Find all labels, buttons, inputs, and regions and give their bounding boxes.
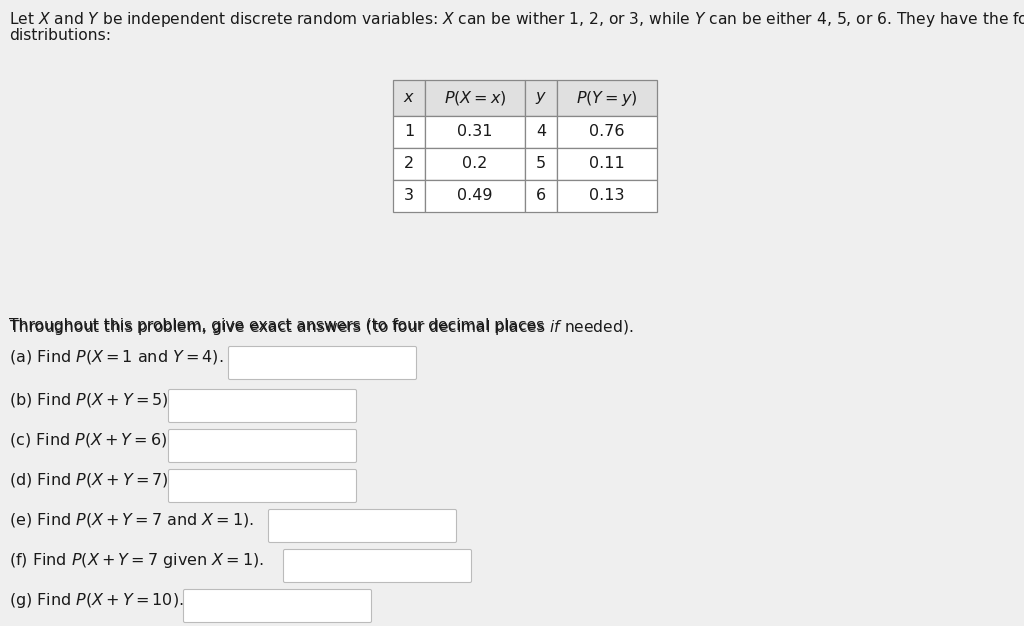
- Text: 0.11: 0.11: [589, 156, 625, 172]
- Text: 0.31: 0.31: [458, 125, 493, 140]
- Bar: [393, 180, 425, 212]
- Bar: [525, 148, 557, 180]
- Text: $P(X = x)$: $P(X = x)$: [443, 89, 507, 107]
- Text: 2: 2: [403, 156, 414, 172]
- FancyBboxPatch shape: [228, 347, 417, 379]
- Bar: [393, 148, 425, 180]
- Bar: [557, 80, 657, 116]
- FancyBboxPatch shape: [169, 389, 356, 423]
- Text: Let $X$ and $Y$ be independent discrete random variables: $X$ can be wither 1, 2: Let $X$ and $Y$ be independent discrete …: [9, 10, 1024, 29]
- Text: Throughout this problem, give exact answers (to four decimal places $\it{if}$ ne: Throughout this problem, give exact answ…: [9, 318, 634, 337]
- Text: $x$: $x$: [403, 91, 415, 106]
- Text: 0.2: 0.2: [462, 156, 487, 172]
- Text: 6: 6: [536, 188, 546, 203]
- Bar: [557, 148, 657, 180]
- Bar: [525, 180, 557, 212]
- Bar: [425, 148, 525, 180]
- FancyBboxPatch shape: [169, 429, 356, 463]
- Bar: [425, 80, 525, 116]
- Bar: [393, 116, 425, 148]
- Text: (f) Find $P(X + Y = 7$ given $X = 1)$.: (f) Find $P(X + Y = 7$ given $X = 1)$.: [9, 551, 264, 570]
- Bar: [425, 180, 525, 212]
- Text: (g) Find $P(X + Y = 10)$.: (g) Find $P(X + Y = 10)$.: [9, 591, 183, 610]
- Bar: [525, 80, 557, 116]
- Text: distributions:: distributions:: [9, 28, 111, 43]
- FancyBboxPatch shape: [268, 510, 457, 543]
- Text: Throughout this problem, give exact answers (to four decimal places: Throughout this problem, give exact answ…: [9, 318, 549, 333]
- Text: (b) Find $P(X + Y = 5)$.: (b) Find $P(X + Y = 5)$.: [9, 391, 173, 409]
- Text: 4: 4: [536, 125, 546, 140]
- Bar: [425, 116, 525, 148]
- Text: 0.49: 0.49: [458, 188, 493, 203]
- Text: 5: 5: [536, 156, 546, 172]
- FancyBboxPatch shape: [284, 550, 471, 583]
- Text: 0.76: 0.76: [589, 125, 625, 140]
- Text: (e) Find $P(X + Y = 7$ and $X = 1)$.: (e) Find $P(X + Y = 7$ and $X = 1)$.: [9, 511, 254, 529]
- Bar: [525, 116, 557, 148]
- Text: 1: 1: [403, 125, 414, 140]
- Text: (a) Find $P(X = 1$ and $Y = 4)$.: (a) Find $P(X = 1$ and $Y = 4)$.: [9, 348, 223, 366]
- Text: 0.13: 0.13: [589, 188, 625, 203]
- Text: $y$: $y$: [535, 90, 547, 106]
- Bar: [557, 180, 657, 212]
- Bar: [557, 116, 657, 148]
- FancyBboxPatch shape: [169, 470, 356, 503]
- FancyBboxPatch shape: [183, 590, 372, 622]
- Text: (c) Find $P(X + Y = 6)$.: (c) Find $P(X + Y = 6)$.: [9, 431, 172, 449]
- Bar: [393, 80, 425, 116]
- Text: (d) Find $P(X + Y = 7)$.: (d) Find $P(X + Y = 7)$.: [9, 471, 173, 489]
- Text: $P(Y = y)$: $P(Y = y)$: [577, 88, 638, 108]
- Text: 3: 3: [404, 188, 414, 203]
